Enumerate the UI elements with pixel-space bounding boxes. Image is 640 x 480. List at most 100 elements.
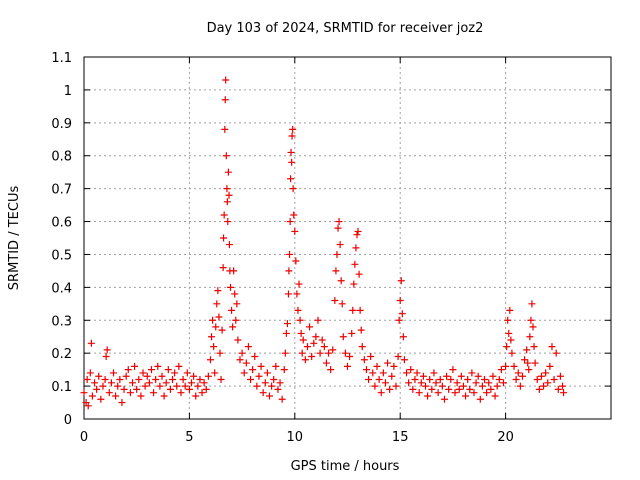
data-point: [234, 336, 242, 344]
data-point: [527, 316, 535, 324]
data-point: [137, 392, 145, 400]
data-point: [537, 372, 545, 380]
data-point: [147, 366, 155, 374]
data-point: [542, 369, 550, 377]
data-point: [143, 372, 151, 380]
data-point: [188, 379, 196, 387]
data-point: [466, 385, 474, 393]
data-point: [485, 379, 493, 387]
data-point: [554, 385, 562, 393]
data-point: [526, 333, 534, 341]
data-point: [280, 366, 288, 374]
data-point: [192, 392, 200, 400]
data-point: [286, 250, 294, 258]
data-point: [392, 382, 400, 390]
data-point: [397, 277, 405, 285]
data-point: [449, 366, 457, 374]
data-point: [114, 382, 122, 390]
data-point: [83, 376, 91, 384]
data-point: [524, 359, 532, 367]
data-point: [426, 376, 434, 384]
data-point: [102, 352, 110, 360]
data-point: [156, 382, 164, 390]
data-point: [220, 234, 228, 242]
data-point: [390, 362, 398, 370]
data-point: [409, 385, 417, 393]
data-point: [286, 218, 294, 226]
data-point: [440, 395, 448, 403]
data-point: [238, 349, 246, 357]
data-point: [483, 389, 491, 397]
data-point: [257, 362, 265, 370]
data-point: [287, 175, 295, 183]
y-tick-label: 0.8: [51, 150, 72, 165]
y-tick-label: 0.4: [51, 281, 72, 296]
data-point: [377, 389, 385, 397]
data-point: [398, 310, 406, 318]
data-point: [344, 362, 351, 370]
data-point: [396, 297, 404, 305]
data-point: [204, 372, 212, 380]
y-tick-label: 0.3: [51, 314, 72, 329]
data-point: [506, 306, 514, 314]
data-point: [540, 382, 548, 390]
data-point: [217, 376, 225, 384]
data-point: [316, 349, 324, 357]
data-point: [292, 257, 300, 265]
data-point: [436, 376, 444, 384]
data-point: [353, 231, 361, 239]
data-point: [518, 372, 526, 380]
data-point: [212, 323, 220, 331]
data-point: [231, 290, 239, 298]
data-point: [200, 379, 208, 387]
data-point: [202, 385, 210, 393]
data-point: [107, 379, 115, 387]
data-point: [173, 382, 181, 390]
data-point: [141, 382, 149, 390]
data-point: [503, 343, 511, 351]
data-point: [274, 385, 282, 393]
data-point: [346, 352, 354, 360]
data-point: [478, 382, 486, 390]
data-point: [194, 382, 202, 390]
data-point: [289, 185, 297, 193]
axis-ticks: 0 0.1 0.2 0.3 0.4 0.5 0.6 0.7 0.8 0.9 1 1.1 0 5 10 15 20: [51, 51, 611, 445]
data-point: [502, 362, 510, 370]
data-point: [445, 385, 453, 393]
data-point: [303, 343, 311, 351]
data-point: [93, 385, 101, 393]
data-point: [338, 300, 346, 308]
y-tick-label: 0.6: [51, 216, 72, 231]
y-tick-label: 0.9: [51, 117, 72, 132]
data-point: [268, 382, 276, 390]
data-point: [288, 132, 296, 140]
data-point: [224, 218, 232, 226]
data-point: [293, 290, 301, 298]
data-point: [294, 306, 302, 314]
data-point: [112, 392, 120, 400]
data-point: [308, 352, 316, 360]
data-point: [288, 158, 296, 166]
data-point: [493, 382, 501, 390]
data-point: [210, 343, 218, 351]
data-point: [162, 379, 170, 387]
data-point: [491, 392, 499, 400]
data-point: [357, 326, 365, 334]
data-point: [214, 287, 222, 295]
data-point: [101, 376, 109, 384]
y-axis-label: SRMTID / TECUs: [7, 186, 22, 291]
data-point: [278, 395, 286, 403]
data-point: [453, 379, 461, 387]
y-tick-label: 1.1: [51, 51, 72, 66]
x-tick-label: 10: [287, 430, 304, 445]
data-point: [395, 316, 403, 324]
data-point: [171, 369, 179, 377]
data-point: [299, 336, 307, 344]
y-tick-label: 0.7: [51, 183, 72, 198]
data-point: [223, 198, 231, 206]
data-point: [552, 349, 560, 357]
x-tick-label: 15: [392, 430, 409, 445]
data-point: [158, 372, 166, 380]
data-point: [229, 323, 237, 331]
